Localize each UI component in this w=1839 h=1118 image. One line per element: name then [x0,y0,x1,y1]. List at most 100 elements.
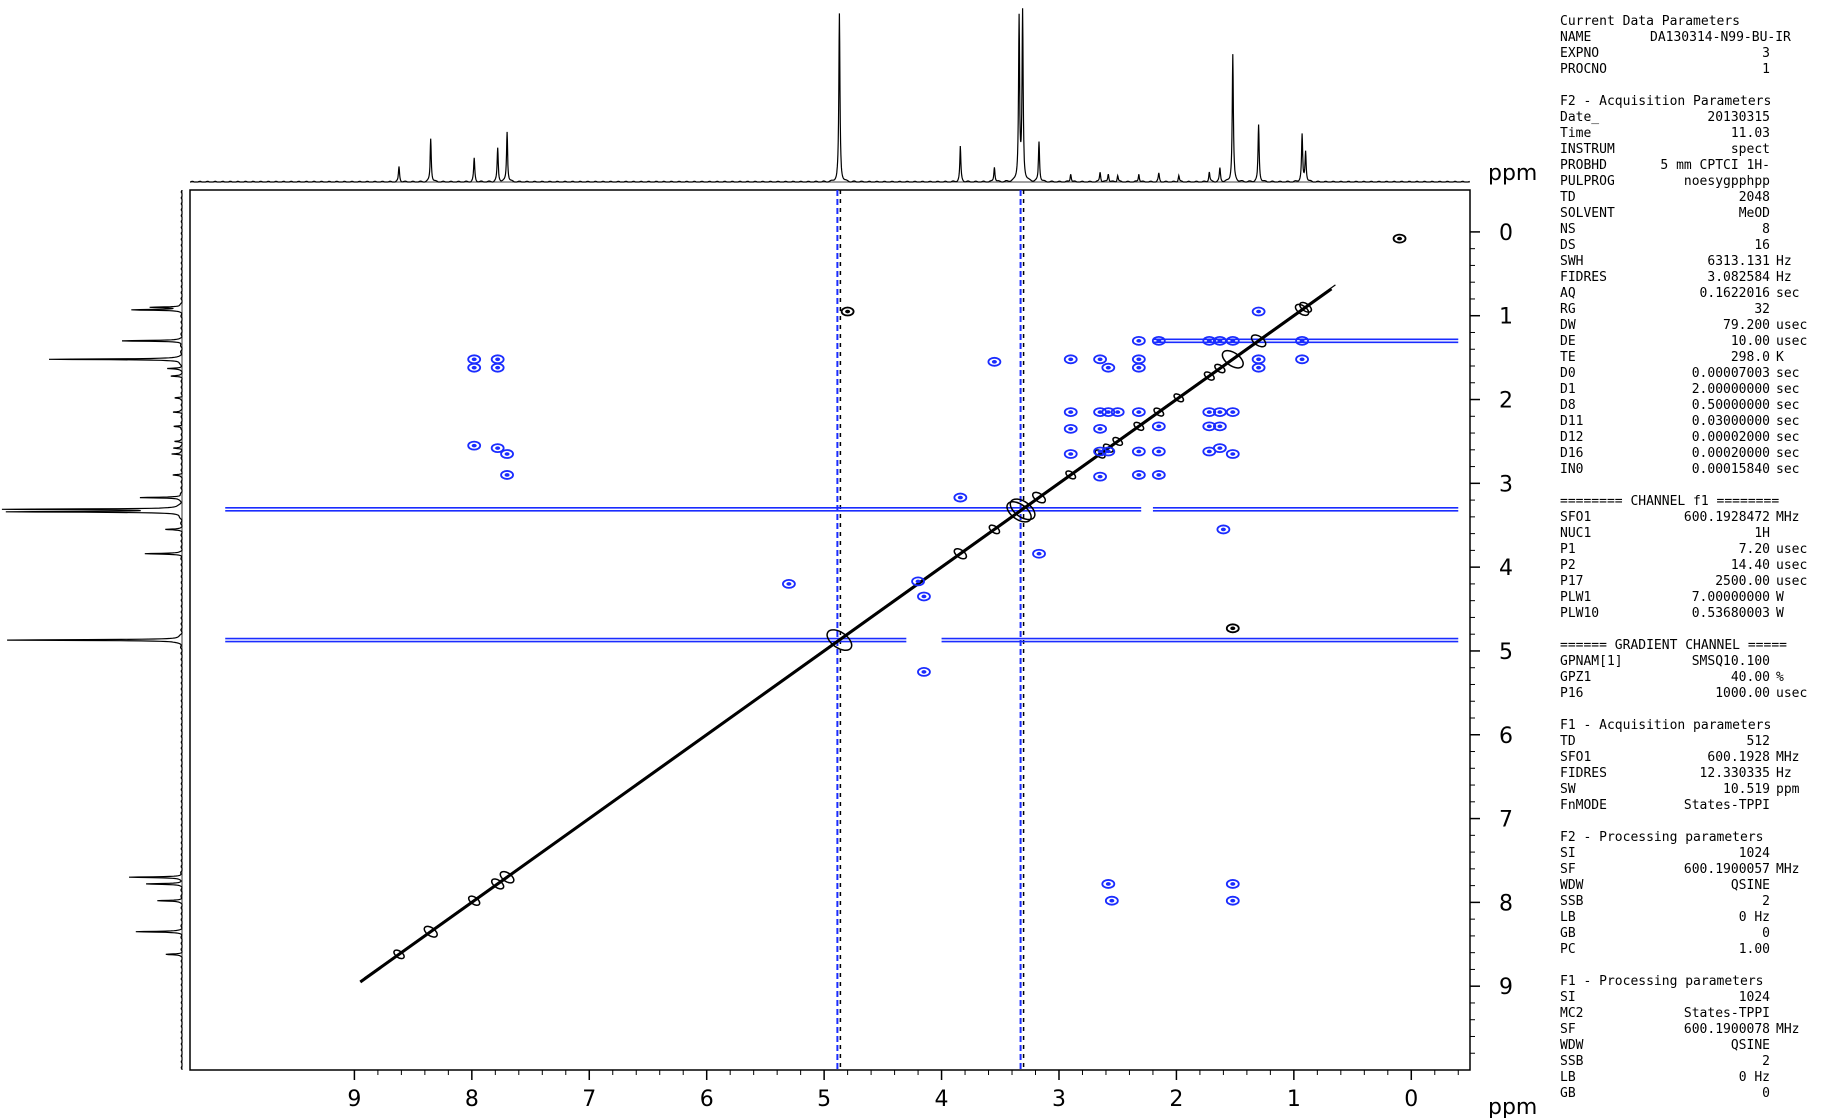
cross-peak-7 [500,470,514,480]
parameter-value: QSINE [1730,1038,1770,1053]
parameter-value: 0 Hz [1738,1070,1770,1085]
parameter-key: IN0 [1560,462,1584,477]
parameter-row: P16 1000.00 usec [1560,686,1830,702]
parameter-key: FIDRES [1560,766,1607,781]
parameter-row: PLW1 7.00000000 W [1560,590,1830,606]
x-axis-label: ppm [1488,1095,1537,1118]
parameter-row: NS 8 [1560,222,1830,238]
row-streak-4 [1152,338,1459,344]
parameter-key: TD [1560,734,1576,749]
parameter-value: 0.53680003 [1691,606,1770,621]
parameter-unit [1770,798,1828,814]
parameter-row: SSB 2 [1560,1054,1830,1070]
parameter-value: 0 Hz [1738,910,1770,925]
diagonal-peak-20 [1221,349,1244,369]
cross-peak-9 [953,492,968,503]
row-streaks [225,338,1459,643]
parameter-row: GPZ1 40.00% [1560,670,1830,686]
parameter-key: NUC1 [1560,526,1592,541]
diagonal-peak-9 [1009,498,1036,521]
parameter-value: 0 [1762,926,1770,941]
parameter-value: MeOD [1738,206,1770,221]
parameter-value: QSINE [1730,878,1770,893]
parameter-block-3: ====== GRADIENT CHANNEL ===== GPNAM[1] SMS… [1560,638,1830,702]
row-streak-3 [941,637,1459,643]
cross-peak-37 [1151,470,1166,480]
cross-peak-18 [1131,335,1146,346]
parameter-unit: sec [1776,366,1800,381]
parameter-key: D1 [1560,382,1576,397]
parameter-row: WDW QSINE [1560,878,1830,894]
parameter-key: SI [1560,990,1576,1005]
parameter-unit [1770,238,1828,254]
parameter-value: 2 [1762,1054,1770,1069]
cross-peak-21 [1151,335,1166,346]
parameter-key: P17 [1560,574,1584,589]
parameter-block-2: ======== CHANNEL f1 ======== SFO1 600.1928… [1560,494,1830,622]
parameter-key: GB [1560,926,1576,941]
cross-peak-52 [1295,335,1309,346]
parameter-row: D16 0.00020000 sec [1560,446,1830,462]
parameter-row: INSTRUM spect [1560,142,1830,158]
parameter-key: D11 [1560,414,1584,429]
cross-peak-30 [1063,449,1078,459]
parameter-value: 7.20 [1738,542,1770,557]
cross-peak-3 [490,362,505,373]
parameter-value: 600.1928 [1707,750,1770,765]
cross-peak-35 [1093,471,1107,482]
cross-peak-0 [467,354,482,365]
parameter-block-title: F1 - Processing parameters [1560,974,1764,989]
diagonal-peak-2 [467,895,481,907]
parameter-row: FnMODE States-TPPI [1560,798,1830,814]
parameter-value: 79.200 [1723,318,1770,333]
cross-peak-6 [500,449,514,459]
cross-peak-11 [911,576,925,587]
cross-peak-19 [1131,354,1146,365]
cross-peak-17 [1101,362,1116,373]
cross-peak-45 [1212,407,1227,417]
diagonal-peak-15 [1133,421,1145,432]
x-tick-label: 0 [1404,1087,1418,1112]
parameter-value: 11.03 [1730,126,1770,141]
parameter-row: TD 512 [1560,734,1830,750]
parameter-key: PC [1560,942,1576,957]
cross-peak-29 [1093,423,1107,434]
cross-peak-50 [1212,443,1227,454]
parameter-unit: MHz [1776,510,1800,525]
diagonal-peak-23 [1299,301,1313,313]
parameter-unit [1770,1054,1828,1070]
parameter-value: 8 [1762,222,1770,237]
parameter-unit: sec [1776,382,1800,397]
parameter-value: 600.1928472 [1683,510,1770,525]
diagonal-peak-19 [1214,363,1226,374]
cross-peak-33 [1131,446,1146,457]
parameter-value: 0.50000000 [1691,398,1770,413]
x-tick-label: 7 [582,1087,596,1112]
parameter-row: SFO1 600.1928 MHz [1560,750,1830,766]
x-tick-label: 9 [347,1087,361,1112]
diagonal-peak-7 [988,524,1001,535]
parameter-key: D8 [1560,398,1576,413]
parameter-row: SFO1 600.1928472 MHz [1560,510,1830,526]
parameter-unit [1770,926,1828,942]
parameter-row: RG 32 [1560,302,1830,318]
parameter-unit: Hz [1776,270,1792,285]
parameter-value: 20130315 [1707,110,1770,125]
cross-peak-53 [1295,354,1309,365]
parameter-unit: MHz [1776,862,1800,877]
parameter-row: D12 0.00002000 sec [1560,430,1830,446]
cross-peak-15 [1063,354,1078,365]
cross-peak-54 [1101,879,1116,889]
parameter-row: DW 79.200 usec [1560,318,1830,334]
parameter-value: 0.1622016 [1699,286,1770,301]
parameter-key: SFO1 [1560,510,1592,525]
parameter-unit: sec [1776,430,1800,445]
parameter-value: 40.00 [1730,670,1770,685]
parameter-value: 1024 [1738,846,1770,861]
parameter-key: GPNAM[1] [1560,654,1623,669]
parameter-value: 1 [1762,62,1770,77]
cross-peak-38 [1202,335,1217,346]
parameter-unit [1770,302,1828,318]
parameter-key: PROCNO [1560,62,1607,77]
parameter-row: FIDRES 3.082584 Hz [1560,270,1830,286]
